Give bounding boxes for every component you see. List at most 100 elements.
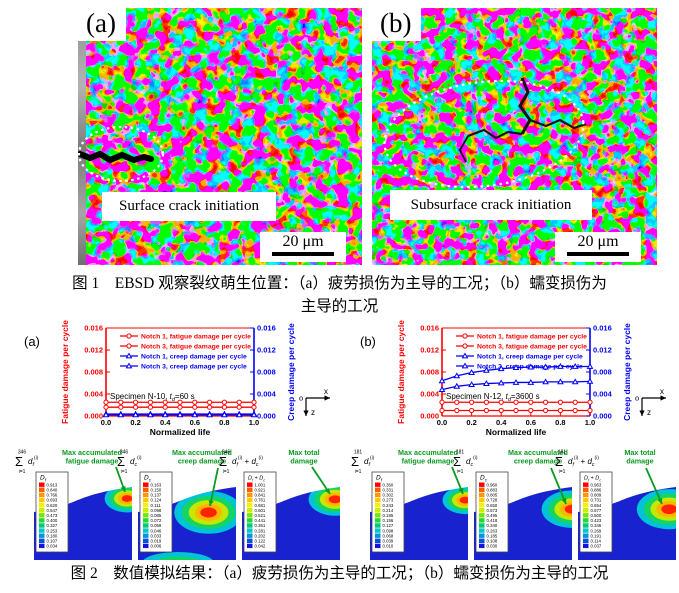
scale-bar-line [272, 252, 334, 256]
svg-text:x: x [660, 387, 664, 396]
svg-text:0.008: 0.008 [420, 368, 439, 377]
svg-text:1.0: 1.0 [249, 418, 259, 427]
svg-text:0.423: 0.423 [591, 518, 602, 523]
subsurface-crack-main [518, 77, 532, 135]
svg-text:0.360: 0.360 [383, 482, 394, 487]
svg-text:Dc: Dc [480, 475, 488, 483]
svg-text:0.122: 0.122 [255, 539, 266, 544]
svg-text:Df: Df [376, 475, 383, 483]
svg-text:0.010: 0.010 [383, 544, 394, 549]
svg-text:0.008: 0.008 [84, 368, 103, 377]
crack-annotation-b: Subsurface crack initiation [390, 190, 592, 220]
svg-text:0.039: 0.039 [383, 539, 394, 544]
svg-text:z: z [311, 408, 315, 417]
svg-text:Normalized life: Normalized life [486, 427, 547, 437]
subsurface-crack-branch [458, 135, 469, 163]
svg-text:0.573: 0.573 [487, 508, 498, 513]
svg-text:0.883: 0.883 [487, 488, 498, 493]
svg-text:0.521: 0.521 [255, 513, 266, 518]
svg-text:Notch 1, creep damage per cycl: Notch 1, creep damage per cycle [477, 354, 583, 361]
figure1-caption-line2: 主导的工况 [300, 298, 379, 315]
svg-text:dc(i): dc(i) [130, 455, 142, 468]
svg-text:0.253: 0.253 [47, 528, 58, 533]
svg-text:0.111: 0.111 [151, 503, 162, 508]
svg-text:0.327: 0.327 [47, 523, 58, 528]
figure2-caption: 图 2 数值模拟结果：（a）疲劳损伤为主导的工况；（b）蠕变损伤为主导的工况 [70, 565, 609, 582]
svg-text:0.805: 0.805 [487, 493, 498, 498]
svg-text:1.0: 1.0 [585, 418, 595, 427]
svg-text:0.163: 0.163 [151, 482, 162, 487]
svg-text:181: 181 [558, 450, 567, 456]
svg-text:0.030: 0.030 [487, 544, 498, 549]
svg-text:0.650: 0.650 [487, 503, 498, 508]
svg-text:Σ: Σ [351, 454, 359, 469]
svg-text:0.4: 0.4 [496, 418, 507, 427]
svg-text:0.114: 0.114 [591, 539, 602, 544]
svg-text:0.004: 0.004 [420, 390, 440, 399]
svg-text:0.886: 0.886 [591, 488, 602, 493]
svg-text:0.731: 0.731 [591, 498, 602, 503]
svg-text:0.547: 0.547 [47, 508, 58, 513]
figure1-caption-line1: 图 1 EBSD 观察裂纹萌生位置：（a）疲劳损伤为主导的工况；（b）蠕变损伤为 [72, 275, 607, 292]
svg-text:z: z [647, 408, 651, 417]
svg-text:0.361: 0.361 [255, 523, 266, 528]
svg-text:0.191: 0.191 [591, 533, 602, 538]
svg-text:0.4: 0.4 [160, 418, 171, 427]
svg-text:Notch 3, creep damage per cycl: Notch 3, creep damage per cycle [141, 364, 247, 371]
svg-text:0.441: 0.441 [255, 518, 266, 523]
svg-text:0.400: 0.400 [47, 518, 58, 523]
svg-text:0.6: 0.6 [190, 418, 200, 427]
svg-text:0.963: 0.963 [591, 482, 602, 487]
svg-text:Specimen N-12, td=3600 s: Specimen N-12, td=3600 s [446, 392, 540, 403]
svg-text:x: x [324, 387, 328, 396]
svg-text:0.004: 0.004 [257, 390, 277, 399]
svg-text:0.185: 0.185 [487, 533, 498, 538]
crack-overlay-a [78, 125, 165, 183]
svg-text:0.085: 0.085 [151, 513, 162, 518]
svg-text:0.840: 0.840 [47, 488, 58, 493]
subsurface-crack-left [467, 128, 523, 140]
svg-text:0.693: 0.693 [47, 498, 58, 503]
svg-text:Max accumulated: Max accumulated [172, 448, 232, 457]
svg-text:0.0: 0.0 [101, 418, 111, 427]
svg-text:0.068: 0.068 [383, 533, 394, 538]
svg-text:Max accumulated: Max accumulated [398, 448, 458, 457]
svg-text:0.180: 0.180 [47, 533, 58, 538]
svg-text:Df + Dc: Df + Dc [584, 476, 601, 483]
svg-text:0.037: 0.037 [591, 544, 602, 549]
svg-text:0.0: 0.0 [437, 418, 447, 427]
svg-text:0.156: 0.156 [383, 518, 394, 523]
svg-text:Notch 3, fatigue damage per cy: Notch 3, fatigue damage per cycle [477, 344, 587, 351]
svg-text:0.000: 0.000 [84, 412, 103, 421]
crack-highlight-ellipse [383, 79, 585, 189]
svg-text:0.059: 0.059 [151, 523, 162, 528]
svg-text:0.302: 0.302 [383, 493, 394, 498]
svg-text:creep damage: creep damage [514, 457, 562, 466]
svg-text:Creep damage per cycle: Creep damage per cycle [286, 323, 296, 421]
svg-text:0.281: 0.281 [255, 528, 266, 533]
svg-text:Notch 1, creep damage per cycl: Notch 1, creep damage per cycle [141, 354, 247, 361]
svg-text:Notch 1, fatigue damage per cy: Notch 1, fatigue damage per cycle [477, 334, 587, 341]
ebsd-grain-map-b [372, 8, 657, 265]
svg-text:o: o [299, 394, 303, 403]
svg-text:df(i): df(i) [28, 455, 39, 468]
svg-text:0.150: 0.150 [151, 488, 162, 493]
svg-text:0.214: 0.214 [383, 508, 394, 513]
svg-text:0.124: 0.124 [151, 498, 162, 503]
svg-text:Max total: Max total [288, 448, 319, 457]
svg-text:Specimen N-10, td=60 s: Specimen N-10, td=60 s [110, 392, 195, 403]
svg-text:o: o [635, 394, 639, 403]
svg-text:0.654: 0.654 [591, 503, 602, 508]
svg-text:Dc: Dc [144, 475, 152, 483]
svg-text:0.000: 0.000 [593, 412, 612, 421]
svg-text:0.841: 0.841 [255, 493, 266, 498]
svg-text:0.500: 0.500 [591, 513, 602, 518]
scale-bar-text: 20 μm [282, 233, 324, 250]
contour-row-b: Df0.3600.3310.3020.2730.2430.2140.1850.1… [351, 448, 676, 560]
red-dotted-arc [393, 79, 491, 113]
svg-text:i=1: i=1 [223, 469, 230, 475]
svg-text:0.2: 0.2 [466, 418, 476, 427]
svg-text:dc(i): dc(i) [466, 455, 478, 468]
svg-text:Σ: Σ [555, 454, 563, 469]
svg-text:0.681: 0.681 [255, 503, 266, 508]
